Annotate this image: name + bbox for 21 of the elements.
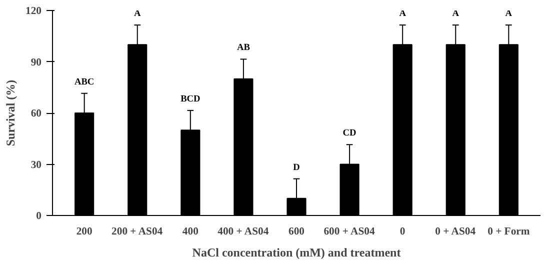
x-tick-label: 600 + AS04 bbox=[324, 226, 376, 238]
y-tick-label: 30 bbox=[30, 160, 42, 171]
x-tick-label: 400 + AS04 bbox=[218, 226, 270, 238]
x-tick-label: 0 bbox=[400, 226, 406, 238]
annotation: BCD bbox=[180, 94, 201, 104]
x-tick-label: 200 bbox=[76, 226, 92, 238]
annotation: AB bbox=[236, 43, 250, 54]
y-tick-label: 90 bbox=[30, 57, 42, 68]
x-tick-label: 0 + Form bbox=[488, 226, 530, 238]
x-axis-title: NaCl concentration (mM) and treatment bbox=[192, 246, 401, 260]
x-tick-label: 600 bbox=[288, 226, 304, 238]
annotation: D bbox=[293, 162, 300, 173]
y-tick-label: 120 bbox=[26, 6, 42, 17]
y-tick-label: 60 bbox=[30, 108, 42, 120]
annotation: CD bbox=[342, 128, 357, 139]
x-tick-label: 0 + AS04 bbox=[435, 226, 476, 238]
x-tick-label: 200 + AS04 bbox=[112, 226, 164, 238]
y-axis-title: Survival (%) bbox=[4, 80, 18, 146]
y-tick-label: 0 bbox=[36, 211, 42, 222]
x-tick-label: 400 bbox=[182, 226, 198, 238]
annotation: ABC bbox=[74, 77, 94, 88]
